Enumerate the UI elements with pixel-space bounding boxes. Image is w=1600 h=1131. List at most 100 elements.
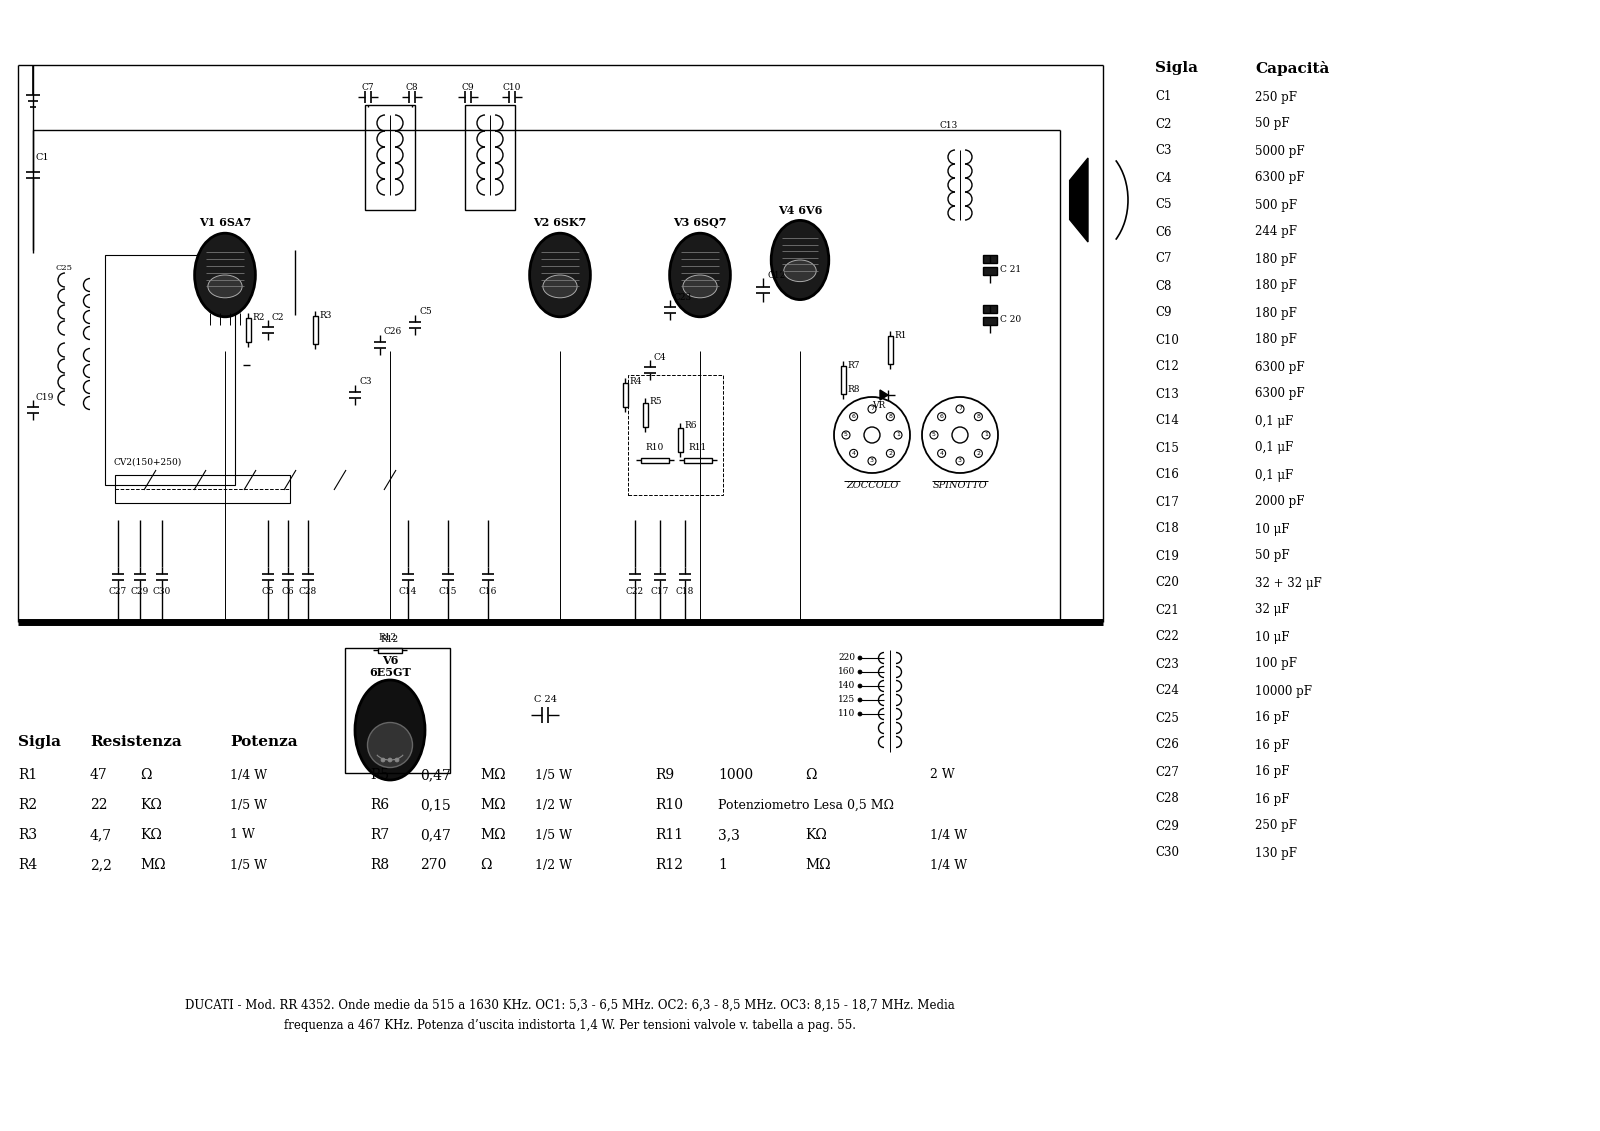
Polygon shape	[880, 390, 888, 400]
Text: 3,3: 3,3	[718, 828, 739, 841]
Ellipse shape	[670, 233, 731, 317]
Text: 6: 6	[851, 414, 856, 420]
Text: R2: R2	[253, 312, 264, 321]
Text: 47: 47	[90, 768, 107, 782]
Text: C 21: C 21	[1000, 265, 1021, 274]
Ellipse shape	[542, 275, 578, 297]
Text: 5: 5	[933, 432, 936, 438]
Text: 10 μF: 10 μF	[1254, 630, 1290, 644]
Ellipse shape	[208, 275, 242, 297]
Text: 50 pF: 50 pF	[1254, 550, 1290, 562]
Text: C7: C7	[362, 83, 374, 92]
Text: Resistenza: Resistenza	[90, 735, 182, 749]
Text: 0,47: 0,47	[419, 768, 451, 782]
Bar	[115, 475, 290, 503]
Text: C14: C14	[1155, 414, 1179, 428]
Text: 130 pF: 130 pF	[1254, 846, 1298, 860]
Text: C25: C25	[1155, 711, 1179, 725]
Text: C17: C17	[651, 587, 669, 596]
Text: Potenza: Potenza	[230, 735, 298, 749]
Text: 180 pF: 180 pF	[1254, 334, 1298, 346]
Text: Sigla: Sigla	[18, 735, 61, 749]
Text: C4: C4	[1155, 172, 1171, 184]
Text: 1/5 W: 1/5 W	[534, 768, 573, 782]
Text: C1: C1	[35, 154, 50, 163]
Text: 1/2 W: 1/2 W	[534, 858, 573, 872]
Bar	[106, 254, 235, 485]
Text: C26: C26	[384, 328, 402, 337]
Text: 160: 160	[838, 667, 854, 676]
Text: C17: C17	[1155, 495, 1179, 509]
Text: 32 + 32 μF: 32 + 32 μF	[1254, 577, 1322, 589]
Text: V1 6SA7: V1 6SA7	[198, 217, 251, 228]
Text: 0,47: 0,47	[419, 828, 451, 841]
Text: 32 μF: 32 μF	[1254, 604, 1290, 616]
Text: VR: VR	[872, 400, 885, 409]
Text: ZOCCOLO: ZOCCOLO	[846, 481, 898, 490]
Bar	[246, 318, 251, 342]
Circle shape	[867, 405, 877, 413]
Circle shape	[957, 405, 963, 413]
Text: 5000 pF: 5000 pF	[1254, 145, 1304, 157]
Text: C6: C6	[1155, 225, 1171, 239]
Circle shape	[886, 449, 894, 457]
Text: 244 pF: 244 pF	[1254, 225, 1298, 239]
Text: DUCATI - Mod. RR 4352. Onde medie da 515 a 1630 KHz. OC1: 5,3 - 6,5 MHz. OC2: 6,: DUCATI - Mod. RR 4352. Onde medie da 515…	[186, 999, 955, 1011]
Text: KΩ: KΩ	[141, 828, 162, 841]
Text: C16: C16	[478, 587, 498, 596]
Bar	[982, 267, 997, 275]
Text: 50 pF: 50 pF	[1254, 118, 1290, 130]
Text: C23: C23	[674, 293, 693, 302]
Text: C22: C22	[1155, 630, 1179, 644]
Text: Potenziometro Lesa 0,5 MΩ: Potenziometro Lesa 0,5 MΩ	[718, 798, 894, 812]
Text: 180 pF: 180 pF	[1254, 307, 1298, 319]
Text: 1: 1	[896, 432, 899, 438]
Bar	[346, 648, 450, 772]
Bar	[642, 458, 669, 463]
Text: 10 μF: 10 μF	[1254, 523, 1290, 535]
Text: 500 pF: 500 pF	[1254, 199, 1298, 211]
Text: R7: R7	[846, 361, 859, 370]
Text: C20: C20	[1155, 577, 1179, 589]
Text: 0,1 μF: 0,1 μF	[1254, 441, 1293, 455]
Bar	[982, 254, 997, 264]
Text: 16 pF: 16 pF	[1254, 739, 1290, 751]
Text: R6: R6	[370, 798, 389, 812]
Text: Sigla: Sigla	[1155, 61, 1198, 75]
Polygon shape	[1070, 158, 1088, 242]
Text: 0,1 μF: 0,1 μF	[1254, 414, 1293, 428]
Text: 4: 4	[851, 451, 856, 456]
Text: C2: C2	[272, 312, 285, 321]
Text: 1 W: 1 W	[230, 829, 254, 841]
Text: C1: C1	[1155, 90, 1171, 104]
Text: 6300 pF: 6300 pF	[1254, 361, 1304, 373]
Text: R2: R2	[18, 798, 37, 812]
Circle shape	[858, 713, 862, 716]
Text: C4: C4	[654, 353, 667, 362]
Text: C26: C26	[1155, 739, 1179, 751]
Text: V2 6SK7: V2 6SK7	[533, 217, 587, 228]
Text: 1/5 W: 1/5 W	[230, 798, 267, 812]
Text: 4: 4	[939, 451, 944, 456]
Text: 2: 2	[976, 451, 981, 456]
Text: C7: C7	[1155, 252, 1171, 266]
Text: V6: V6	[382, 655, 398, 665]
Text: C19: C19	[35, 394, 54, 403]
Circle shape	[381, 758, 386, 762]
Text: 6300 pF: 6300 pF	[1254, 388, 1304, 400]
Text: R4: R4	[18, 858, 37, 872]
Text: C2: C2	[1155, 118, 1171, 130]
Text: C29: C29	[131, 587, 149, 596]
Text: 6300 pF: 6300 pF	[1254, 172, 1304, 184]
Text: R5: R5	[650, 397, 662, 406]
Text: 22: 22	[90, 798, 107, 812]
Bar	[378, 648, 402, 653]
Text: C12: C12	[766, 271, 786, 280]
Ellipse shape	[368, 723, 413, 768]
Circle shape	[982, 431, 990, 439]
Text: C14: C14	[398, 587, 418, 596]
Text: 250 pF: 250 pF	[1254, 90, 1298, 104]
Text: Ω: Ω	[480, 858, 491, 872]
Text: C5: C5	[262, 587, 274, 596]
Text: C24: C24	[1155, 684, 1179, 698]
